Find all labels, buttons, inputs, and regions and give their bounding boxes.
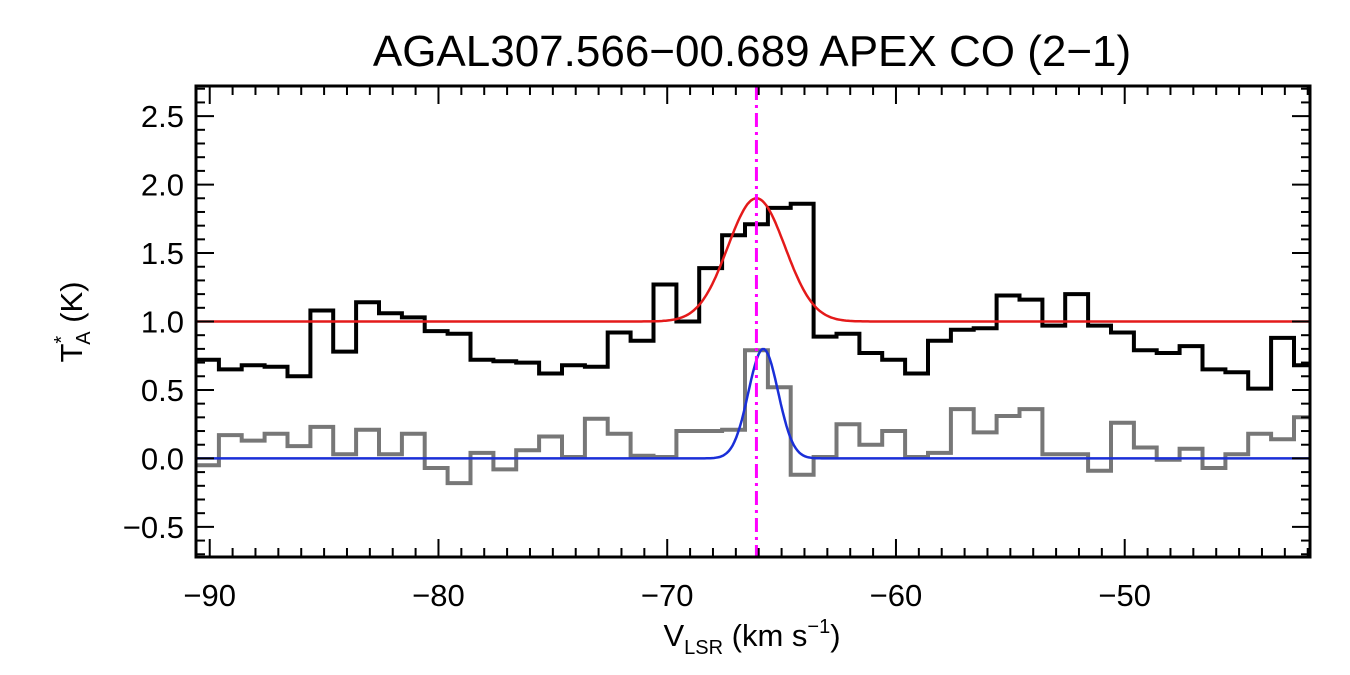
- y-tick-label: 0.5: [141, 373, 184, 408]
- x-tick-label: −90: [183, 578, 236, 613]
- x-tick-label: −80: [412, 578, 465, 613]
- x-axis-label: VLSR (km s−1): [663, 616, 840, 659]
- gaussian-fit-3: [196, 347, 1310, 460]
- y-axis-label-sup: *: [51, 336, 73, 344]
- y-tick-label: −0.5: [123, 510, 184, 545]
- x-axis-label-sub: LSR: [684, 637, 723, 659]
- y-tick-label: 2.0: [141, 168, 184, 203]
- x-tick-label: −50: [1098, 578, 1151, 613]
- y-axis-label-rest: (K): [54, 281, 89, 331]
- x-axis-label-main: V: [663, 618, 684, 653]
- step-spectrum-1: [196, 348, 1310, 486]
- gaussian-fit-2: [196, 197, 1310, 323]
- y-tick-labels: −0.5 0.0 0.5 1.0 1.5 2.0 2.5: [123, 99, 184, 545]
- x-axis-label-close: ): [830, 618, 840, 653]
- y-tick-label: 2.5: [141, 99, 184, 134]
- series-layer: [196, 197, 1310, 486]
- x-axis-label-rest: (km s: [723, 618, 807, 653]
- x-axis-label-sup: −1: [807, 616, 830, 638]
- y-tick-label: 0.0: [141, 441, 184, 476]
- y-axis-label-main: T: [54, 344, 89, 363]
- x-tick-label: −70: [641, 578, 694, 613]
- x-tick-label: −60: [870, 578, 923, 613]
- y-tick-label: 1.0: [141, 305, 184, 340]
- x-tick-labels: −90 −80 −70 −60 −50: [183, 578, 1151, 613]
- step-spectrum-0: [196, 201, 1310, 391]
- plot-frame: [194, 84, 1312, 559]
- y-tick-label: 1.5: [141, 236, 184, 271]
- y-axis-label-sub: A: [73, 331, 95, 345]
- chart-title: AGAL307.566−00.689 APEX CO (2−1): [373, 27, 1131, 76]
- y-axis-label: T*A (K): [51, 281, 95, 362]
